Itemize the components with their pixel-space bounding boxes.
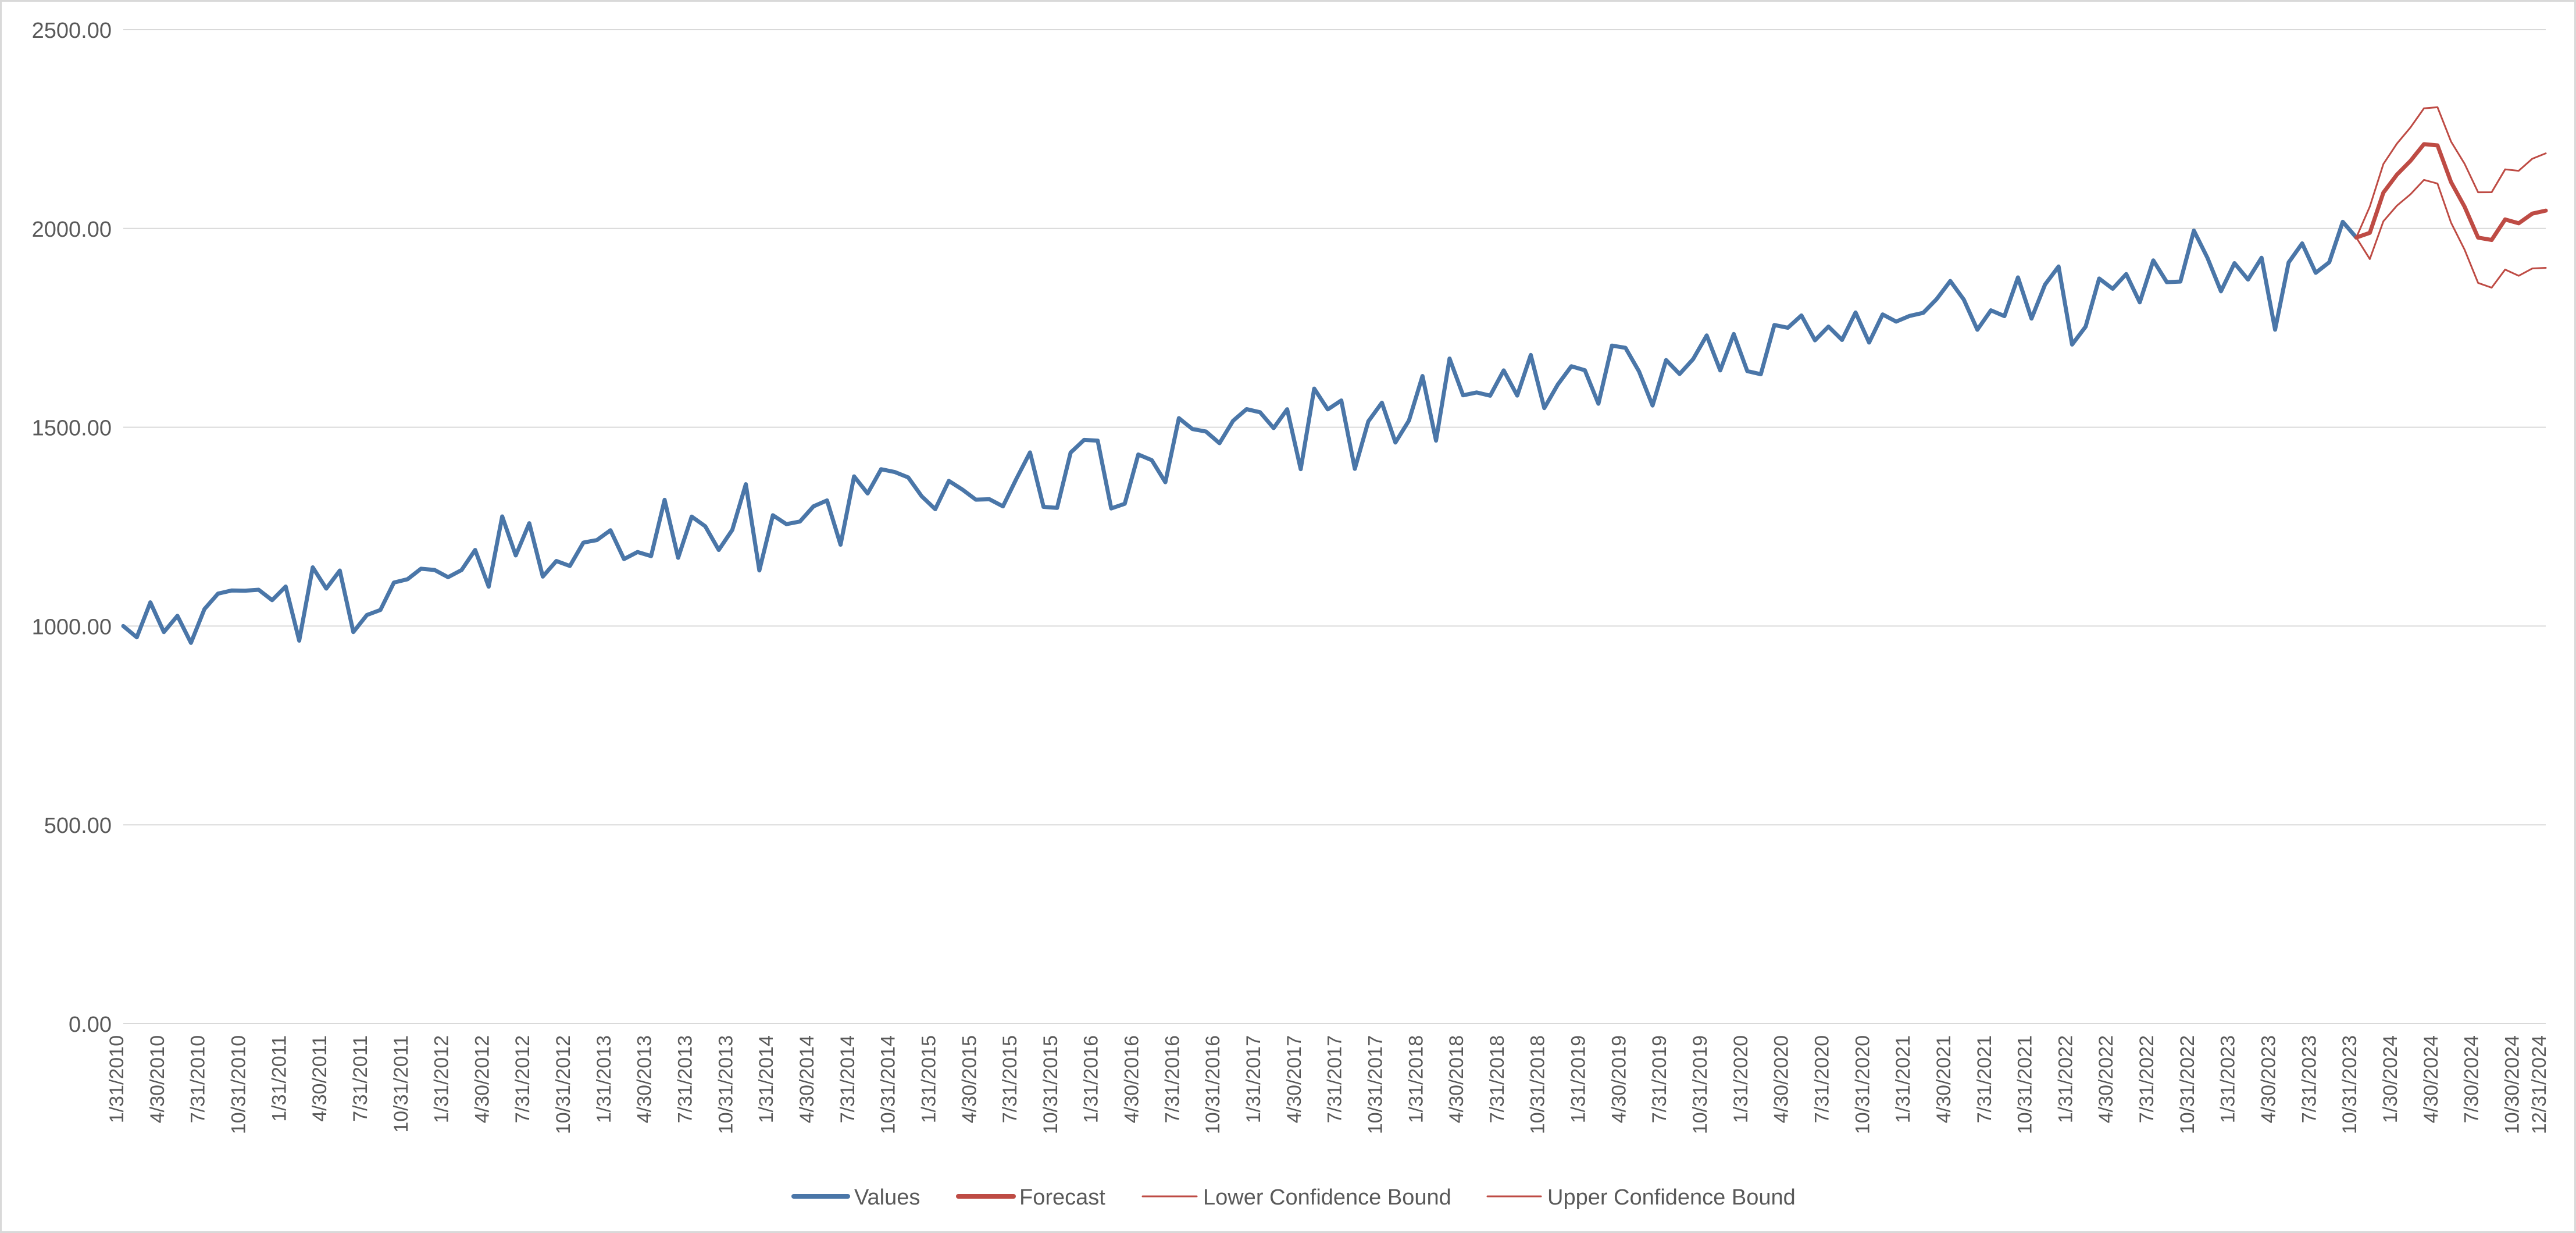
svg-text:4/30/2010: 4/30/2010 xyxy=(147,1035,169,1123)
svg-text:1/31/2016: 1/31/2016 xyxy=(1080,1035,1103,1123)
svg-text:4/30/2018: 4/30/2018 xyxy=(1446,1035,1468,1123)
svg-text:1000.00: 1000.00 xyxy=(32,615,112,639)
svg-text:4/30/2011: 4/30/2011 xyxy=(309,1035,331,1122)
svg-text:7/31/2021: 7/31/2021 xyxy=(1974,1035,1996,1123)
svg-text:10/31/2011: 10/31/2011 xyxy=(390,1035,412,1133)
svg-text:10/31/2018: 10/31/2018 xyxy=(1527,1035,1549,1134)
svg-text:4/30/2015: 4/30/2015 xyxy=(958,1035,980,1123)
svg-text:7/31/2014: 7/31/2014 xyxy=(837,1035,859,1123)
svg-text:12/31/2024: 12/31/2024 xyxy=(2528,1035,2550,1134)
svg-text:10/31/2013: 10/31/2013 xyxy=(715,1035,737,1134)
svg-text:1/31/2023: 1/31/2023 xyxy=(2217,1035,2239,1123)
svg-text:7/31/2022: 7/31/2022 xyxy=(2136,1035,2158,1123)
svg-text:1/31/2017: 1/31/2017 xyxy=(1243,1035,1265,1123)
svg-text:7/31/2020: 7/31/2020 xyxy=(1811,1035,1833,1123)
svg-text:2000.00: 2000.00 xyxy=(32,218,112,242)
svg-text:4/30/2021: 4/30/2021 xyxy=(1933,1035,1955,1123)
svg-text:1/30/2024: 1/30/2024 xyxy=(2379,1035,2402,1123)
svg-text:4/30/2017: 4/30/2017 xyxy=(1283,1035,1305,1123)
svg-text:7/31/2015: 7/31/2015 xyxy=(999,1035,1021,1123)
svg-text:7/31/2011: 7/31/2011 xyxy=(349,1035,372,1122)
svg-text:7/31/2017: 7/31/2017 xyxy=(1324,1035,1346,1123)
svg-text:7/30/2024: 7/30/2024 xyxy=(2461,1035,2483,1123)
svg-text:1/31/2011: 1/31/2011 xyxy=(268,1035,290,1122)
svg-text:1/31/2012: 1/31/2012 xyxy=(431,1035,453,1123)
svg-text:1/31/2014: 1/31/2014 xyxy=(755,1035,777,1123)
svg-text:4/30/2023: 4/30/2023 xyxy=(2258,1035,2280,1123)
svg-text:10/31/2021: 10/31/2021 xyxy=(2014,1035,2036,1134)
svg-text:1/31/2020: 1/31/2020 xyxy=(1730,1035,1752,1123)
svg-text:7/31/2010: 7/31/2010 xyxy=(187,1035,209,1123)
svg-text:4/30/2012: 4/30/2012 xyxy=(471,1035,493,1123)
svg-text:7/31/2018: 7/31/2018 xyxy=(1486,1035,1508,1123)
svg-text:4/30/2016: 4/30/2016 xyxy=(1121,1035,1143,1123)
svg-text:10/31/2014: 10/31/2014 xyxy=(877,1035,900,1134)
svg-text:7/31/2023: 7/31/2023 xyxy=(2298,1035,2320,1123)
svg-text:Upper Confidence Bound: Upper Confidence Bound xyxy=(1547,1185,1796,1210)
svg-text:7/31/2012: 7/31/2012 xyxy=(512,1035,534,1123)
svg-text:4/30/2019: 4/30/2019 xyxy=(1608,1035,1630,1123)
svg-text:4/30/2024: 4/30/2024 xyxy=(2420,1035,2442,1123)
svg-text:1/31/2019: 1/31/2019 xyxy=(1568,1035,1590,1123)
svg-text:1/31/2018: 1/31/2018 xyxy=(1405,1035,1427,1123)
svg-text:Lower Confidence Bound: Lower Confidence Bound xyxy=(1203,1185,1451,1210)
svg-text:2500.00: 2500.00 xyxy=(32,19,112,43)
svg-text:1500.00: 1500.00 xyxy=(32,416,112,441)
svg-text:10/30/2024: 10/30/2024 xyxy=(2501,1035,2523,1134)
svg-text:7/31/2019: 7/31/2019 xyxy=(1649,1035,1671,1123)
svg-text:1/31/2013: 1/31/2013 xyxy=(593,1035,615,1123)
svg-text:4/30/2020: 4/30/2020 xyxy=(1771,1035,1793,1123)
svg-text:1/31/2015: 1/31/2015 xyxy=(918,1035,940,1123)
svg-text:10/31/2022: 10/31/2022 xyxy=(2177,1035,2199,1134)
svg-text:10/31/2020: 10/31/2020 xyxy=(1851,1035,1874,1134)
svg-text:4/30/2013: 4/30/2013 xyxy=(634,1035,656,1123)
svg-text:10/31/2012: 10/31/2012 xyxy=(552,1035,575,1134)
svg-text:Forecast: Forecast xyxy=(1019,1185,1105,1210)
svg-text:1/31/2021: 1/31/2021 xyxy=(1892,1035,1914,1123)
svg-text:500.00: 500.00 xyxy=(44,814,112,838)
svg-text:0.00: 0.00 xyxy=(69,1013,112,1037)
svg-text:10/31/2023: 10/31/2023 xyxy=(2339,1035,2361,1134)
svg-text:10/31/2015: 10/31/2015 xyxy=(1040,1035,1062,1134)
svg-text:1/31/2010: 1/31/2010 xyxy=(106,1035,128,1123)
svg-text:7/31/2013: 7/31/2013 xyxy=(675,1035,697,1123)
svg-text:1/31/2022: 1/31/2022 xyxy=(2054,1035,2077,1123)
svg-text:4/30/2022: 4/30/2022 xyxy=(2095,1035,2117,1123)
svg-text:10/31/2017: 10/31/2017 xyxy=(1364,1035,1386,1134)
svg-text:7/31/2016: 7/31/2016 xyxy=(1161,1035,1183,1123)
svg-text:10/31/2016: 10/31/2016 xyxy=(1202,1035,1224,1134)
svg-text:10/31/2019: 10/31/2019 xyxy=(1689,1035,1711,1134)
svg-text:10/31/2010: 10/31/2010 xyxy=(227,1035,249,1134)
svg-text:4/30/2014: 4/30/2014 xyxy=(796,1035,818,1123)
svg-text:Values: Values xyxy=(854,1185,920,1210)
